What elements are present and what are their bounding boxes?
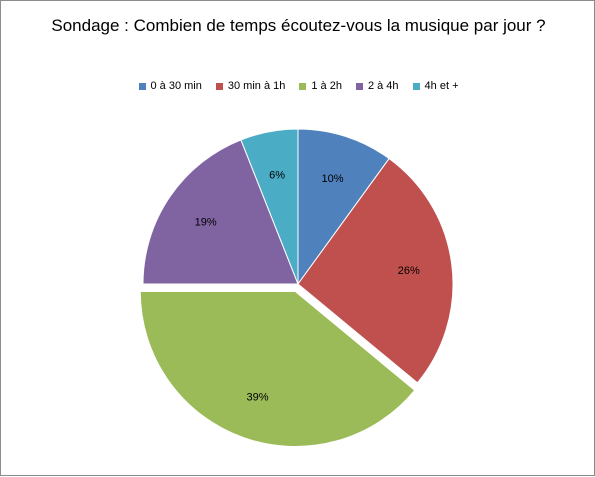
legend-label: 0 à 30 min (150, 80, 202, 92)
legend-item-1-2h: 1 à 2h (299, 80, 342, 92)
legend-swatch (299, 82, 307, 90)
data-label: 10% (321, 173, 343, 185)
legend-item-4h-plus: 4h et + (412, 80, 459, 92)
data-label: 26% (398, 265, 420, 277)
legend-swatch (412, 82, 420, 90)
data-label: 19% (195, 216, 217, 228)
legend-swatch (355, 82, 363, 90)
pie-slice (240, 128, 299, 285)
pie-slice (297, 157, 454, 384)
legend-item-0-30-min: 0 à 30 min (138, 80, 202, 92)
legend-swatch (138, 82, 146, 90)
pie-slice (297, 128, 390, 286)
legend-item-30-min-1h: 30 min à 1h (215, 80, 286, 92)
legend-label: 1 à 2h (311, 80, 342, 92)
legend-label: 4h et + (424, 80, 459, 92)
pie-slice (139, 291, 416, 448)
pie-slice (142, 139, 299, 285)
legend-swatch (215, 82, 223, 90)
legend-item-2-4h: 2 à 4h (355, 80, 399, 92)
chart-title: Sondage : Combien de temps écoutez-vous … (51, 16, 546, 35)
data-label: 6% (269, 169, 285, 181)
legend: 0 à 30 min 30 min à 1h 1 à 2h 2 à 4h 4h … (1, 80, 595, 92)
legend-label: 30 min à 1h (227, 80, 286, 92)
data-label: 39% (246, 392, 268, 404)
legend-label: 2 à 4h (367, 80, 399, 92)
